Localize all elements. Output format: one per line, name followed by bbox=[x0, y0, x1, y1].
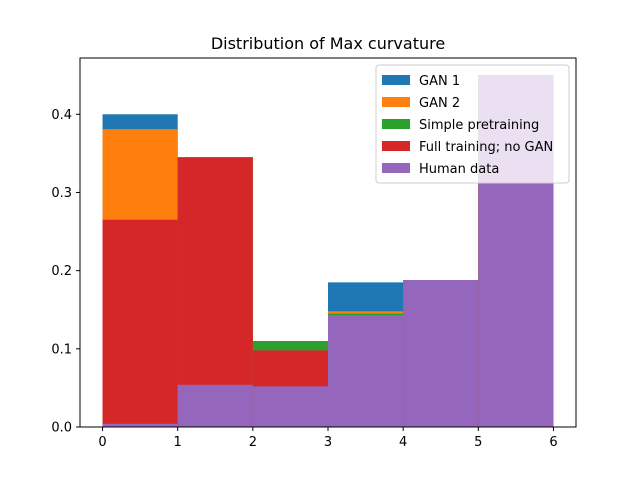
legend-swatch-4 bbox=[382, 163, 410, 173]
bar-series-4-bin-3 bbox=[328, 315, 404, 427]
legend-label-4: Human data bbox=[419, 162, 499, 177]
bar-series-3-bin-0 bbox=[102, 219, 178, 427]
y-tick-label-3: 0.3 bbox=[51, 186, 72, 201]
legend-label-2: Simple pretraining bbox=[419, 118, 539, 133]
bar-series-4-bin-0 bbox=[102, 423, 178, 427]
x-tick-label-2: 2 bbox=[249, 435, 257, 450]
legend-swatch-2 bbox=[382, 119, 410, 129]
bar-series-4-bin-4 bbox=[403, 280, 479, 427]
legend-swatch-3 bbox=[382, 141, 410, 151]
legend-swatch-0 bbox=[382, 75, 410, 85]
y-tick-label-0: 0.0 bbox=[51, 421, 72, 436]
x-tick-label-0: 0 bbox=[98, 435, 106, 450]
legend: GAN 1 GAN 2 Simple pretraining Full trainin… bbox=[375, 64, 570, 184]
x-tick-label-5: 5 bbox=[474, 435, 482, 450]
bar-series-3-bin-1 bbox=[177, 157, 253, 427]
y-tick-label-2: 0.2 bbox=[51, 264, 72, 279]
legend-box bbox=[375, 64, 570, 184]
x-tick-label-3: 3 bbox=[324, 435, 332, 450]
legend-label-0: GAN 1 bbox=[419, 74, 460, 89]
bar-series-4-bin-1 bbox=[177, 384, 253, 427]
legend-label-1: GAN 2 bbox=[419, 96, 460, 111]
x-tick-label-4: 4 bbox=[399, 435, 407, 450]
legend-label-3: Full training; no GAN bbox=[419, 140, 553, 155]
y-tick-label-4: 0.4 bbox=[51, 108, 72, 123]
bar-series-4-bin-2 bbox=[252, 386, 328, 427]
y-tick-label-1: 0.1 bbox=[51, 342, 72, 357]
x-tick-label-1: 1 bbox=[174, 435, 182, 450]
axes-layer: 0 1 2 3 4 5 6 0.0 0.1 0.2 0.3 0.4 bbox=[51, 57, 577, 450]
chart-title: Distribution of Max curvature bbox=[211, 34, 445, 53]
x-tick-label-6: 6 bbox=[549, 435, 557, 450]
legend-swatch-1 bbox=[382, 97, 410, 107]
